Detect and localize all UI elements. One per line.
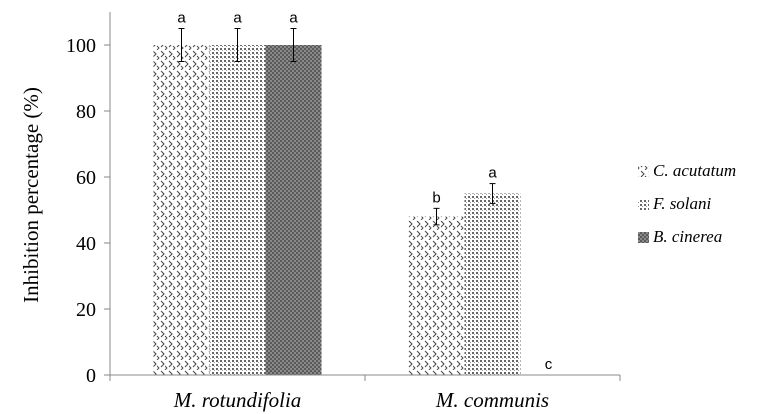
legend-label: F. solani [652, 194, 712, 213]
significance-label: a [177, 10, 186, 27]
bar [408, 216, 465, 375]
x-axis-ticks [109, 375, 621, 381]
significance-label: a [233, 10, 242, 27]
category-label: M. communis [435, 388, 549, 412]
legend-label: C. acutatum [653, 161, 736, 180]
y-axis-ticks: 0 20 40 60 80 100 [66, 35, 110, 387]
significance-label: b [432, 189, 440, 206]
y-axis-title: Inhibition percentage (%) [19, 87, 43, 303]
y-tick-label: 20 [76, 299, 96, 321]
y-tick-label: 0 [86, 365, 96, 387]
y-tick-label: 60 [76, 167, 96, 189]
y-tick-label: 80 [76, 101, 96, 123]
legend-label: B. cinerea [653, 227, 722, 246]
y-tick-label: 40 [76, 233, 96, 255]
y-tick-label: 100 [66, 35, 96, 57]
bar [153, 45, 210, 375]
significance-label: a [289, 10, 298, 27]
significance-labels: a a a b a c [177, 10, 552, 374]
legend-swatch [638, 199, 649, 210]
significance-label: a [488, 165, 497, 182]
significance-label: c [545, 356, 553, 373]
category-labels: M. rotundifolia M. communis [173, 388, 549, 412]
error-bars [178, 28, 496, 226]
bar [265, 45, 322, 375]
bars [153, 45, 521, 375]
legend-swatch [638, 232, 649, 243]
bar [209, 45, 266, 375]
legend-swatch [638, 166, 649, 177]
bar [464, 193, 521, 375]
legend: C. acutatum F. solani B. cinerea [638, 161, 736, 246]
category-label: M. rotundifolia [173, 388, 302, 412]
